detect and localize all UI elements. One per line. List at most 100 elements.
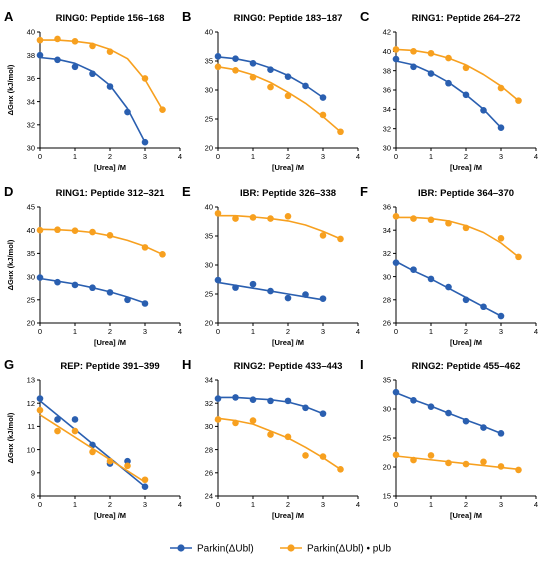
fit-curve [218, 214, 341, 240]
y-tick-label: 26 [205, 469, 213, 478]
x-tick-label: 1 [429, 152, 433, 161]
panel-letter: A [4, 9, 14, 24]
data-point [337, 235, 344, 243]
data-point [497, 463, 505, 470]
x-tick-label: 0 [38, 327, 42, 336]
data-point [515, 97, 522, 104]
panel-title: RING0: Peptide 183–187 [234, 13, 343, 24]
x-axis-title: [Urea] /M [450, 338, 482, 347]
y-tick-label: 34 [383, 226, 391, 235]
data-point [71, 63, 79, 71]
y-tick-label: 9 [31, 469, 35, 478]
x-tick-label: 4 [534, 500, 538, 509]
x-tick-label: 1 [251, 152, 255, 161]
series-parkin [36, 274, 149, 307]
chart-panel-i: I RING2: Peptide 455–462 15 20 25 30 35 0 1 2 3 4 [U… [360, 357, 538, 520]
panel-title: RING1: Peptide 264–272 [412, 13, 521, 24]
data-point [89, 228, 96, 236]
series-parkin-pub [214, 416, 344, 473]
x-tick-label: 2 [108, 152, 112, 161]
data-point [54, 56, 61, 64]
data-point [141, 75, 149, 82]
x-tick-label: 3 [143, 152, 147, 161]
x-tick-label: 4 [534, 152, 538, 161]
data-point [232, 215, 239, 222]
data-point [427, 403, 435, 410]
data-point [319, 111, 327, 119]
x-tick-label: 3 [499, 152, 503, 161]
data-point [71, 227, 79, 234]
x-tick-label: 3 [499, 327, 503, 336]
panel-letter: H [182, 357, 191, 372]
series-parkin-pub [214, 63, 344, 136]
y-tick-label: 25 [27, 296, 35, 305]
x-tick-label: 3 [321, 500, 325, 509]
data-point [284, 92, 292, 100]
y-tick-label: 34 [27, 97, 35, 106]
data-point [36, 51, 44, 59]
data-point [427, 49, 435, 57]
data-point [159, 106, 166, 114]
data-point [515, 466, 522, 474]
data-point [445, 219, 452, 227]
fit-curve [39, 228, 163, 256]
data-point [480, 458, 487, 466]
data-point [141, 138, 149, 146]
data-point [267, 287, 274, 295]
y-tick-label: 15 [383, 492, 391, 501]
x-tick-label: 1 [251, 500, 255, 509]
data-point [71, 427, 79, 435]
data-point [480, 424, 487, 431]
data-point [284, 212, 292, 220]
y-tick-label: 35 [383, 376, 391, 385]
panel-letter: B [182, 9, 191, 24]
panel-title: IBR: Peptide 326–338 [240, 188, 336, 199]
y-tick-label: 30 [383, 405, 391, 414]
x-tick-label: 2 [108, 500, 112, 509]
y-tick-label: 10 [27, 445, 35, 454]
data-point [392, 388, 400, 396]
data-point [284, 433, 292, 441]
chart-panel-d: D RING1: Peptide 312–321 20 25 30 35 40 45 0 1 2 3 4… [4, 184, 182, 347]
data-point [302, 82, 309, 90]
x-tick-label: 2 [286, 152, 290, 161]
y-tick-label: 28 [205, 445, 213, 454]
y-tick-label: 32 [205, 399, 213, 408]
y-tick-label: 45 [27, 203, 35, 212]
data-point [319, 232, 327, 239]
series-parkin-pub [36, 226, 166, 258]
data-point [54, 278, 61, 286]
data-point [302, 404, 309, 412]
data-point [284, 73, 292, 80]
data-point [124, 457, 131, 465]
data-point [515, 253, 522, 261]
y-tick-label: 40 [205, 28, 213, 37]
data-point [392, 55, 400, 63]
data-point [232, 394, 239, 401]
x-tick-label: 3 [321, 327, 325, 336]
x-tick-label: 4 [534, 327, 538, 336]
data-point [462, 64, 470, 72]
data-point [214, 395, 222, 402]
panel-letter: F [360, 184, 368, 199]
x-tick-label: 2 [286, 500, 290, 509]
y-tick-label: 35 [205, 57, 213, 66]
data-point [392, 212, 400, 220]
data-point [54, 35, 61, 43]
data-point [427, 275, 435, 283]
data-point [337, 128, 344, 136]
legend-label: Parkin(ΔUbl) • pUb [307, 544, 392, 555]
data-point [462, 460, 470, 468]
data-point [232, 284, 239, 291]
fit-curve [395, 60, 502, 129]
series-parkin-pub [392, 212, 522, 261]
y-tick-label: 12 [27, 399, 35, 408]
data-point [89, 70, 96, 78]
data-point [124, 296, 131, 304]
x-tick-label: 1 [429, 500, 433, 509]
y-tick-label: 36 [383, 203, 391, 212]
data-point [267, 66, 274, 73]
y-tick-label: 25 [205, 290, 213, 299]
